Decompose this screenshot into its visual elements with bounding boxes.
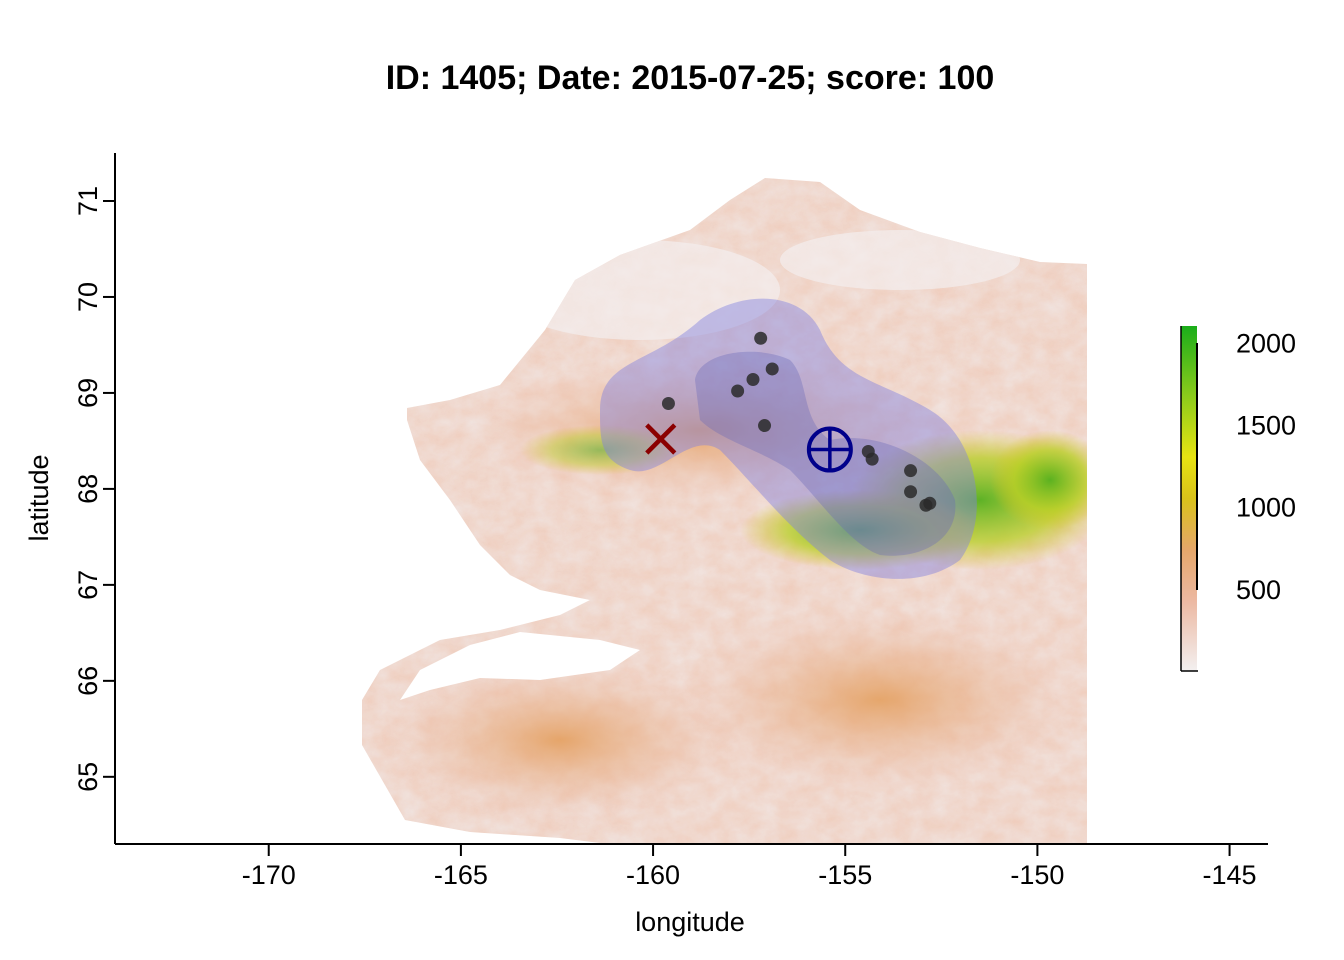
y-tick-label: 66 bbox=[73, 666, 103, 696]
y-axis-label: latitude bbox=[24, 454, 54, 541]
search-region-inner bbox=[695, 351, 956, 556]
observation-point bbox=[661, 396, 675, 410]
y-tick-label: 67 bbox=[73, 570, 103, 600]
y-tick-label: 70 bbox=[73, 282, 103, 312]
x-axis-label: longitude bbox=[635, 907, 745, 937]
y-tick-label: 69 bbox=[73, 378, 103, 408]
colorbar-tick-label: 1500 bbox=[1236, 411, 1296, 441]
plot-title: ID: 1405; Date: 2015-07-25; score: 100 bbox=[386, 59, 995, 97]
x-tick-label: -150 bbox=[1010, 860, 1064, 890]
colorbar-tick-label: 2000 bbox=[1236, 328, 1296, 358]
x-mark-icon bbox=[645, 423, 677, 455]
y-tick-label: 71 bbox=[73, 186, 103, 216]
y-tick-label: 65 bbox=[73, 762, 103, 792]
x-axis: -170 -165 -160 -155 -150 -145 longitude bbox=[115, 843, 1268, 937]
observation-point bbox=[754, 331, 768, 345]
observation-point bbox=[904, 464, 918, 478]
colorbar-tick-label: 1000 bbox=[1236, 493, 1296, 523]
x-tick-label: -165 bbox=[434, 860, 488, 890]
x-tick-label: -160 bbox=[626, 860, 680, 890]
search-region bbox=[600, 298, 977, 579]
colorbar-tick-label: 500 bbox=[1236, 575, 1281, 605]
observation-point bbox=[765, 362, 779, 376]
terrain-raster bbox=[362, 178, 1087, 843]
x-tick-label: -170 bbox=[242, 860, 296, 890]
colorbar: 500 1000 1500 2000 bbox=[1180, 326, 1296, 672]
observation-point bbox=[746, 372, 760, 386]
observation-point bbox=[865, 452, 879, 466]
observation-point bbox=[904, 485, 918, 499]
x-tick-label: -155 bbox=[818, 860, 872, 890]
observation-points bbox=[661, 331, 937, 512]
y-tick-label: 68 bbox=[73, 474, 103, 504]
x-tick-label: -145 bbox=[1203, 860, 1257, 890]
circle-plus-icon bbox=[806, 426, 853, 473]
observation-point bbox=[923, 496, 937, 510]
observation-point bbox=[731, 384, 745, 398]
y-axis: 65 66 67 68 69 70 71 latitude bbox=[24, 153, 116, 844]
colorbar-gradient bbox=[1181, 326, 1197, 671]
observation-point bbox=[758, 419, 772, 433]
